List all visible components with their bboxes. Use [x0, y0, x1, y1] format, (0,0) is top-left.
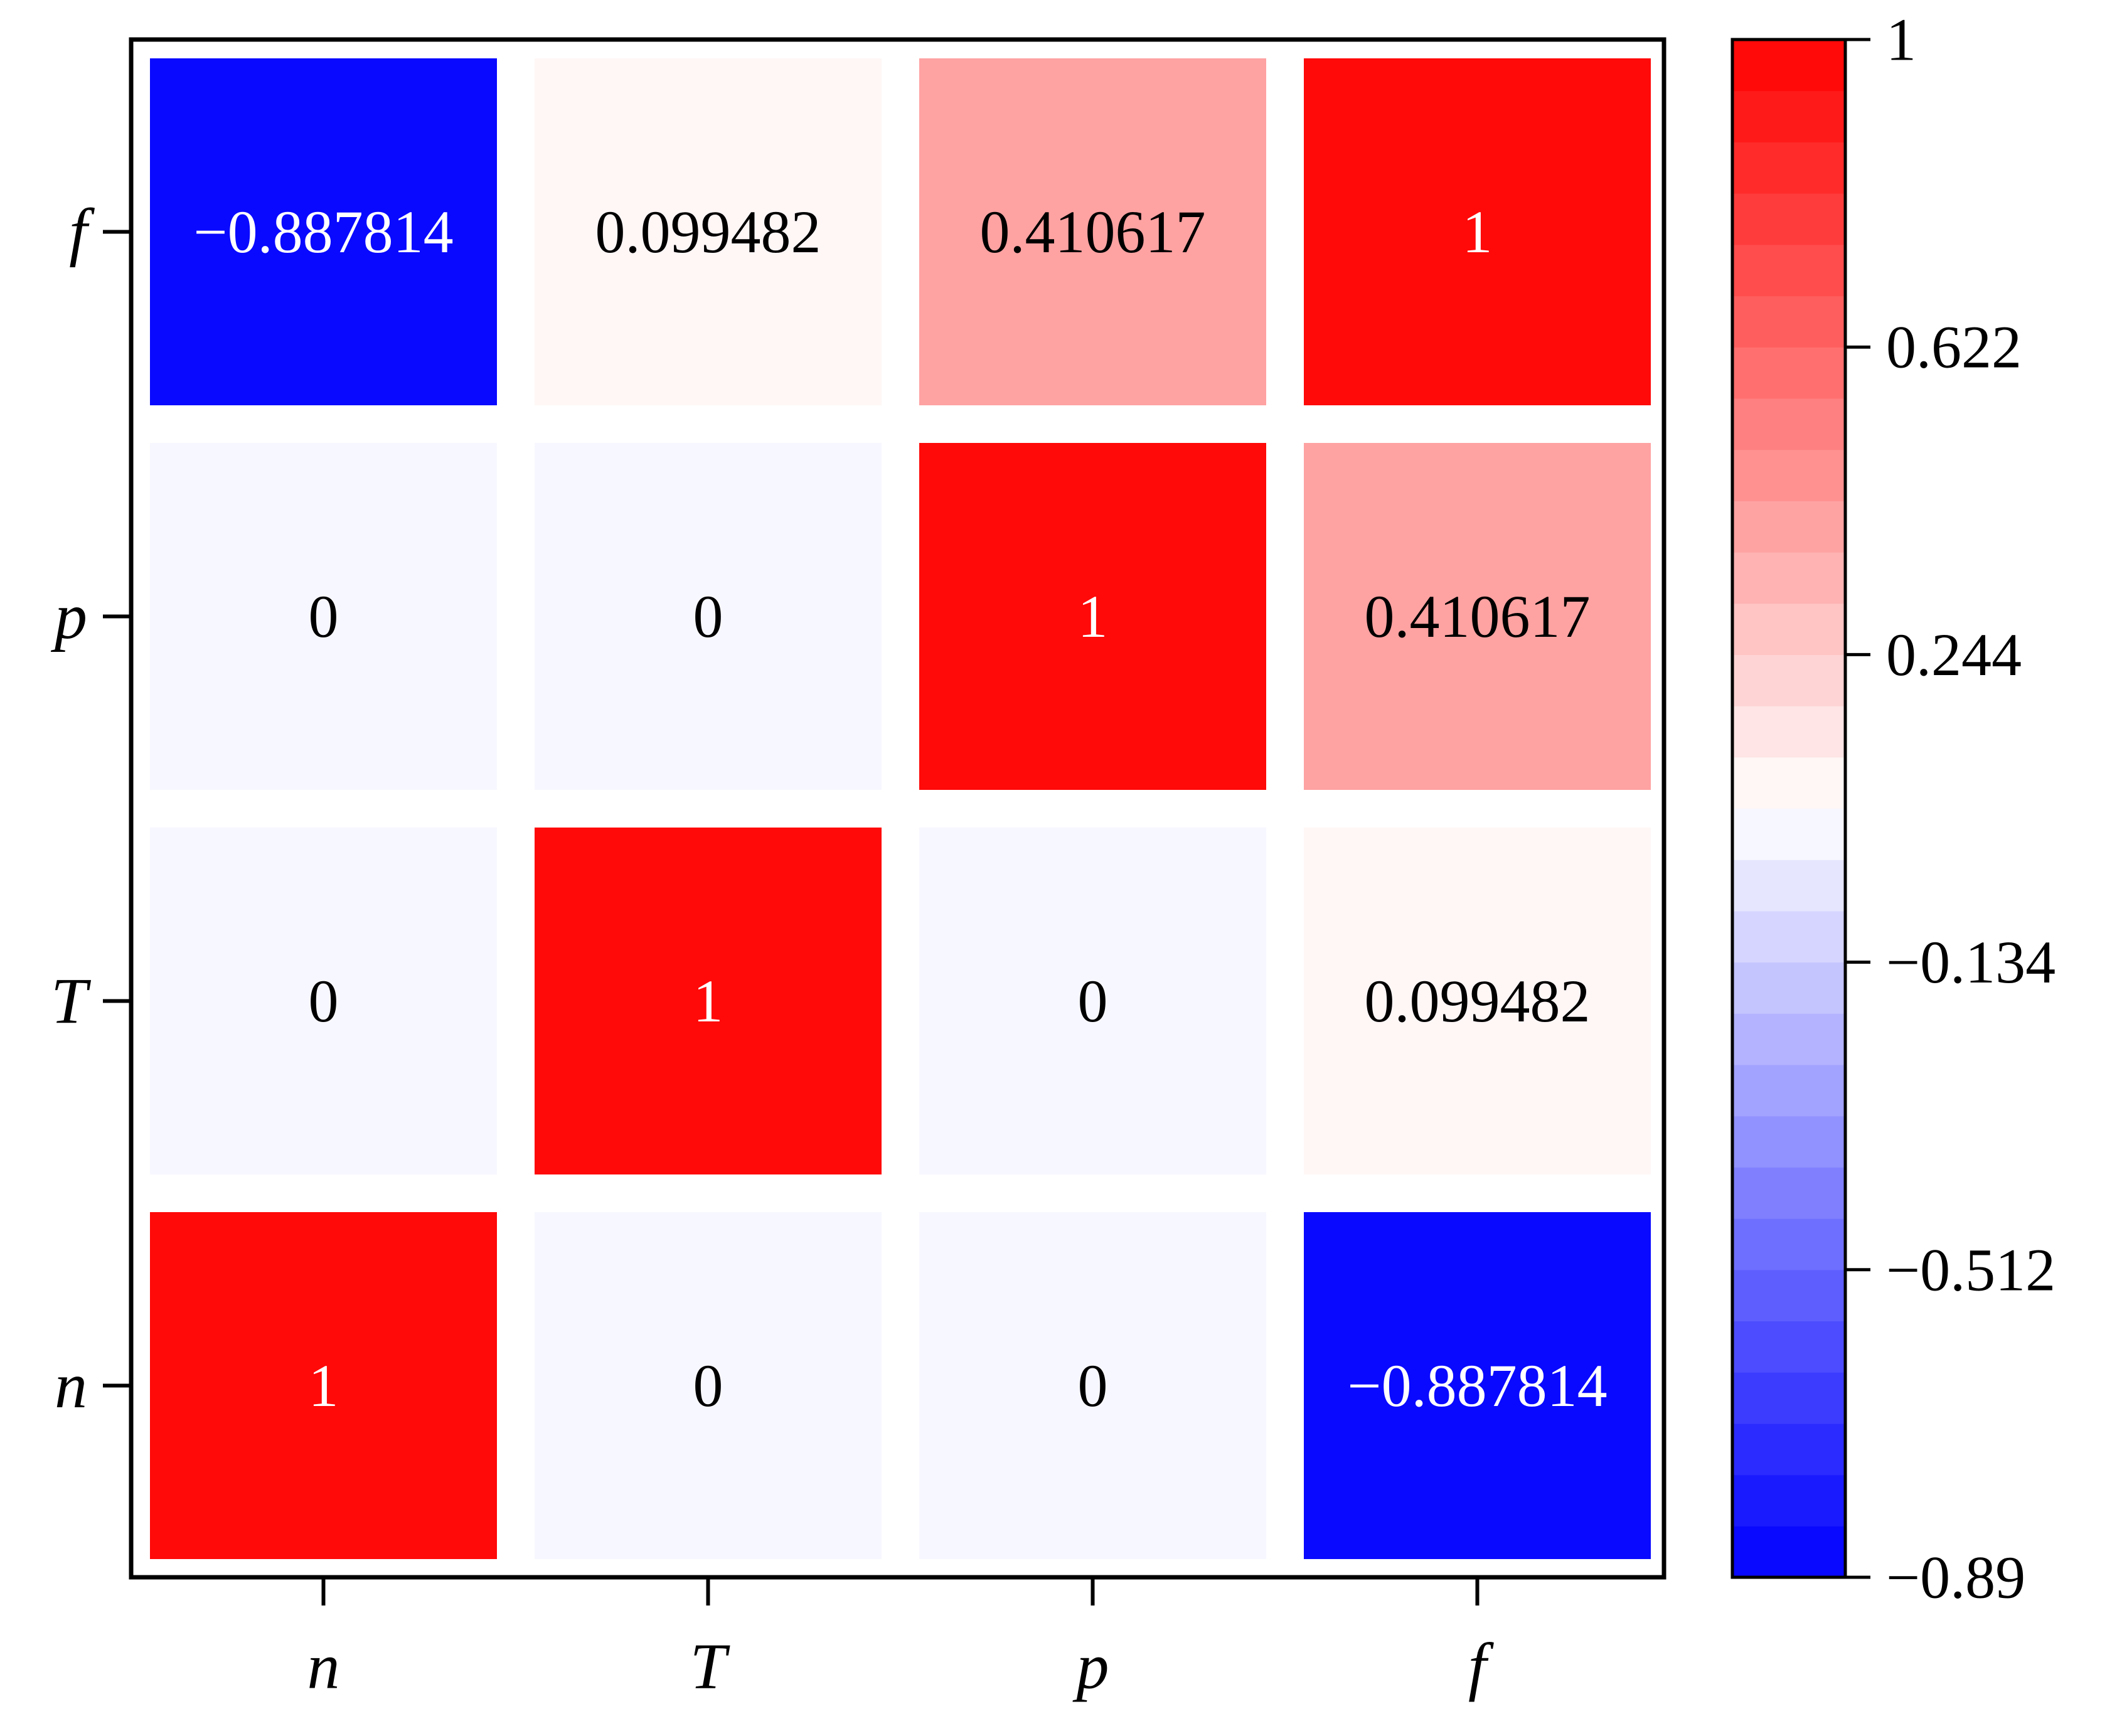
heatmap-cell-n-n [150, 1212, 497, 1559]
colorbar-level-band [1732, 142, 1845, 194]
colorbar-tick-label: 0.622 [1886, 314, 2022, 381]
cell-value-label: 0.099482 [595, 198, 821, 265]
colorbar-level-band [1732, 1321, 1845, 1373]
cell-value-label: 0 [693, 1352, 723, 1419]
cell-value-label: 0.410617 [980, 198, 1206, 265]
colorbar-level-band [1732, 860, 1845, 912]
heatmap-cell-p-p [919, 443, 1266, 790]
colorbar-level-band [1732, 244, 1845, 297]
y-tick-label-T: T [51, 965, 91, 1037]
x-tick-label-p: p [1072, 1631, 1109, 1703]
cell-value-label: 0 [1078, 1352, 1108, 1419]
colorbar-level-band [1732, 603, 1845, 655]
cell-value-label: 1 [309, 1352, 339, 1419]
y-axis: n Tp f [50, 196, 131, 1422]
colorbar-tick-label: 0.244 [1886, 621, 2022, 688]
heatmap-cells: 1 0 0 −0.887814 0 1 0 0.099482 0 0 1 0.410617 −0.887… [150, 58, 1651, 1559]
heatmap-cell-T-n [150, 828, 497, 1174]
heatmap-cell-n-f [1304, 1212, 1651, 1559]
cell-value-label: 1 [1078, 583, 1108, 650]
cell-value-label: 0 [1078, 967, 1108, 1035]
heatmap-cell-p-T [535, 443, 882, 790]
cell-value-label: 0 [309, 583, 339, 650]
colorbar-level-band [1732, 808, 1845, 860]
heatmap-cell-f-p [919, 58, 1266, 405]
colorbar-level-band [1732, 449, 1845, 501]
colorbar-frame [1730, 38, 1847, 1579]
colorbar-level-band [1732, 40, 1845, 92]
colorbar-level-band [1732, 1269, 1845, 1322]
cell-value-label: 1 [693, 967, 723, 1035]
colorbar-level-band [1732, 1167, 1845, 1219]
x-tick-label-f: f [1468, 1631, 1494, 1703]
colorbar-level-band [1732, 1013, 1845, 1065]
heatmap-cell-T-T [535, 828, 882, 1174]
colorbar-level-band [1732, 962, 1845, 1014]
x-tick-label-n: n [307, 1631, 340, 1703]
colorbar-tick-label: −0.134 [1886, 929, 2056, 996]
heatmap-cell-p-n [150, 443, 497, 790]
x-tick-label-T: T [690, 1631, 730, 1703]
colorbar-level-band [1732, 296, 1845, 348]
colorbar-level-band [1732, 552, 1845, 604]
y-tick-label-f: f [69, 196, 95, 268]
colorbar-level-band [1732, 1423, 1845, 1476]
heatmap-cell-n-p [919, 1212, 1266, 1559]
cell-value-label: 0.099482 [1365, 967, 1591, 1035]
heatmap-cell-p-f [1304, 443, 1651, 790]
colorbar-level-band [1732, 347, 1845, 399]
heatmap-cell-T-f [1304, 828, 1651, 1174]
colorbar-level-band [1732, 1526, 1845, 1578]
colorbar-level-band [1732, 706, 1845, 758]
colorbar-level-band [1732, 1218, 1845, 1270]
cell-value-label: 0 [309, 967, 339, 1035]
colorbar-level-band [1732, 1372, 1845, 1424]
heatmap-cell-f-n [150, 58, 497, 405]
cell-value-label: −0.887814 [1347, 1352, 1607, 1419]
colorbar-level-band [1732, 398, 1845, 450]
colorbar-tick-label: −0.512 [1886, 1236, 2056, 1303]
colorbar-level-band [1732, 501, 1845, 553]
heatmap-cell-T-p [919, 828, 1266, 1174]
cell-value-label: 0.410617 [1365, 583, 1591, 650]
colorbar-level-band [1732, 1116, 1845, 1168]
heatmap-cell-f-f [1304, 58, 1651, 405]
heatmap-cell-f-T [535, 58, 882, 405]
colorbar-level-band [1732, 1065, 1845, 1117]
y-tick-label-n: n [55, 1350, 87, 1422]
colorbar-tick-label: 1 [1886, 6, 1916, 73]
cell-value-label: 0 [693, 583, 723, 650]
heatmap-cell-n-T [535, 1212, 882, 1559]
cell-value-label: −0.887814 [193, 198, 453, 265]
colorbar-level-band [1732, 757, 1845, 809]
colorbar-level-band [1732, 193, 1845, 245]
colorbar-level-band [1732, 910, 1845, 963]
cell-value-label: 1 [1463, 198, 1493, 265]
plot-frame [129, 37, 1666, 1580]
colorbar: −0.89 −0.512 −0.134 0.244 0.622 1 [1730, 6, 2056, 1611]
colorbar-level-band [1732, 1474, 1845, 1526]
colorbar-tick-label: −0.89 [1886, 1544, 2025, 1611]
y-tick-label-p: p [50, 580, 87, 652]
colorbar-level-band [1732, 654, 1845, 706]
colorbar-level-band [1732, 90, 1845, 142]
